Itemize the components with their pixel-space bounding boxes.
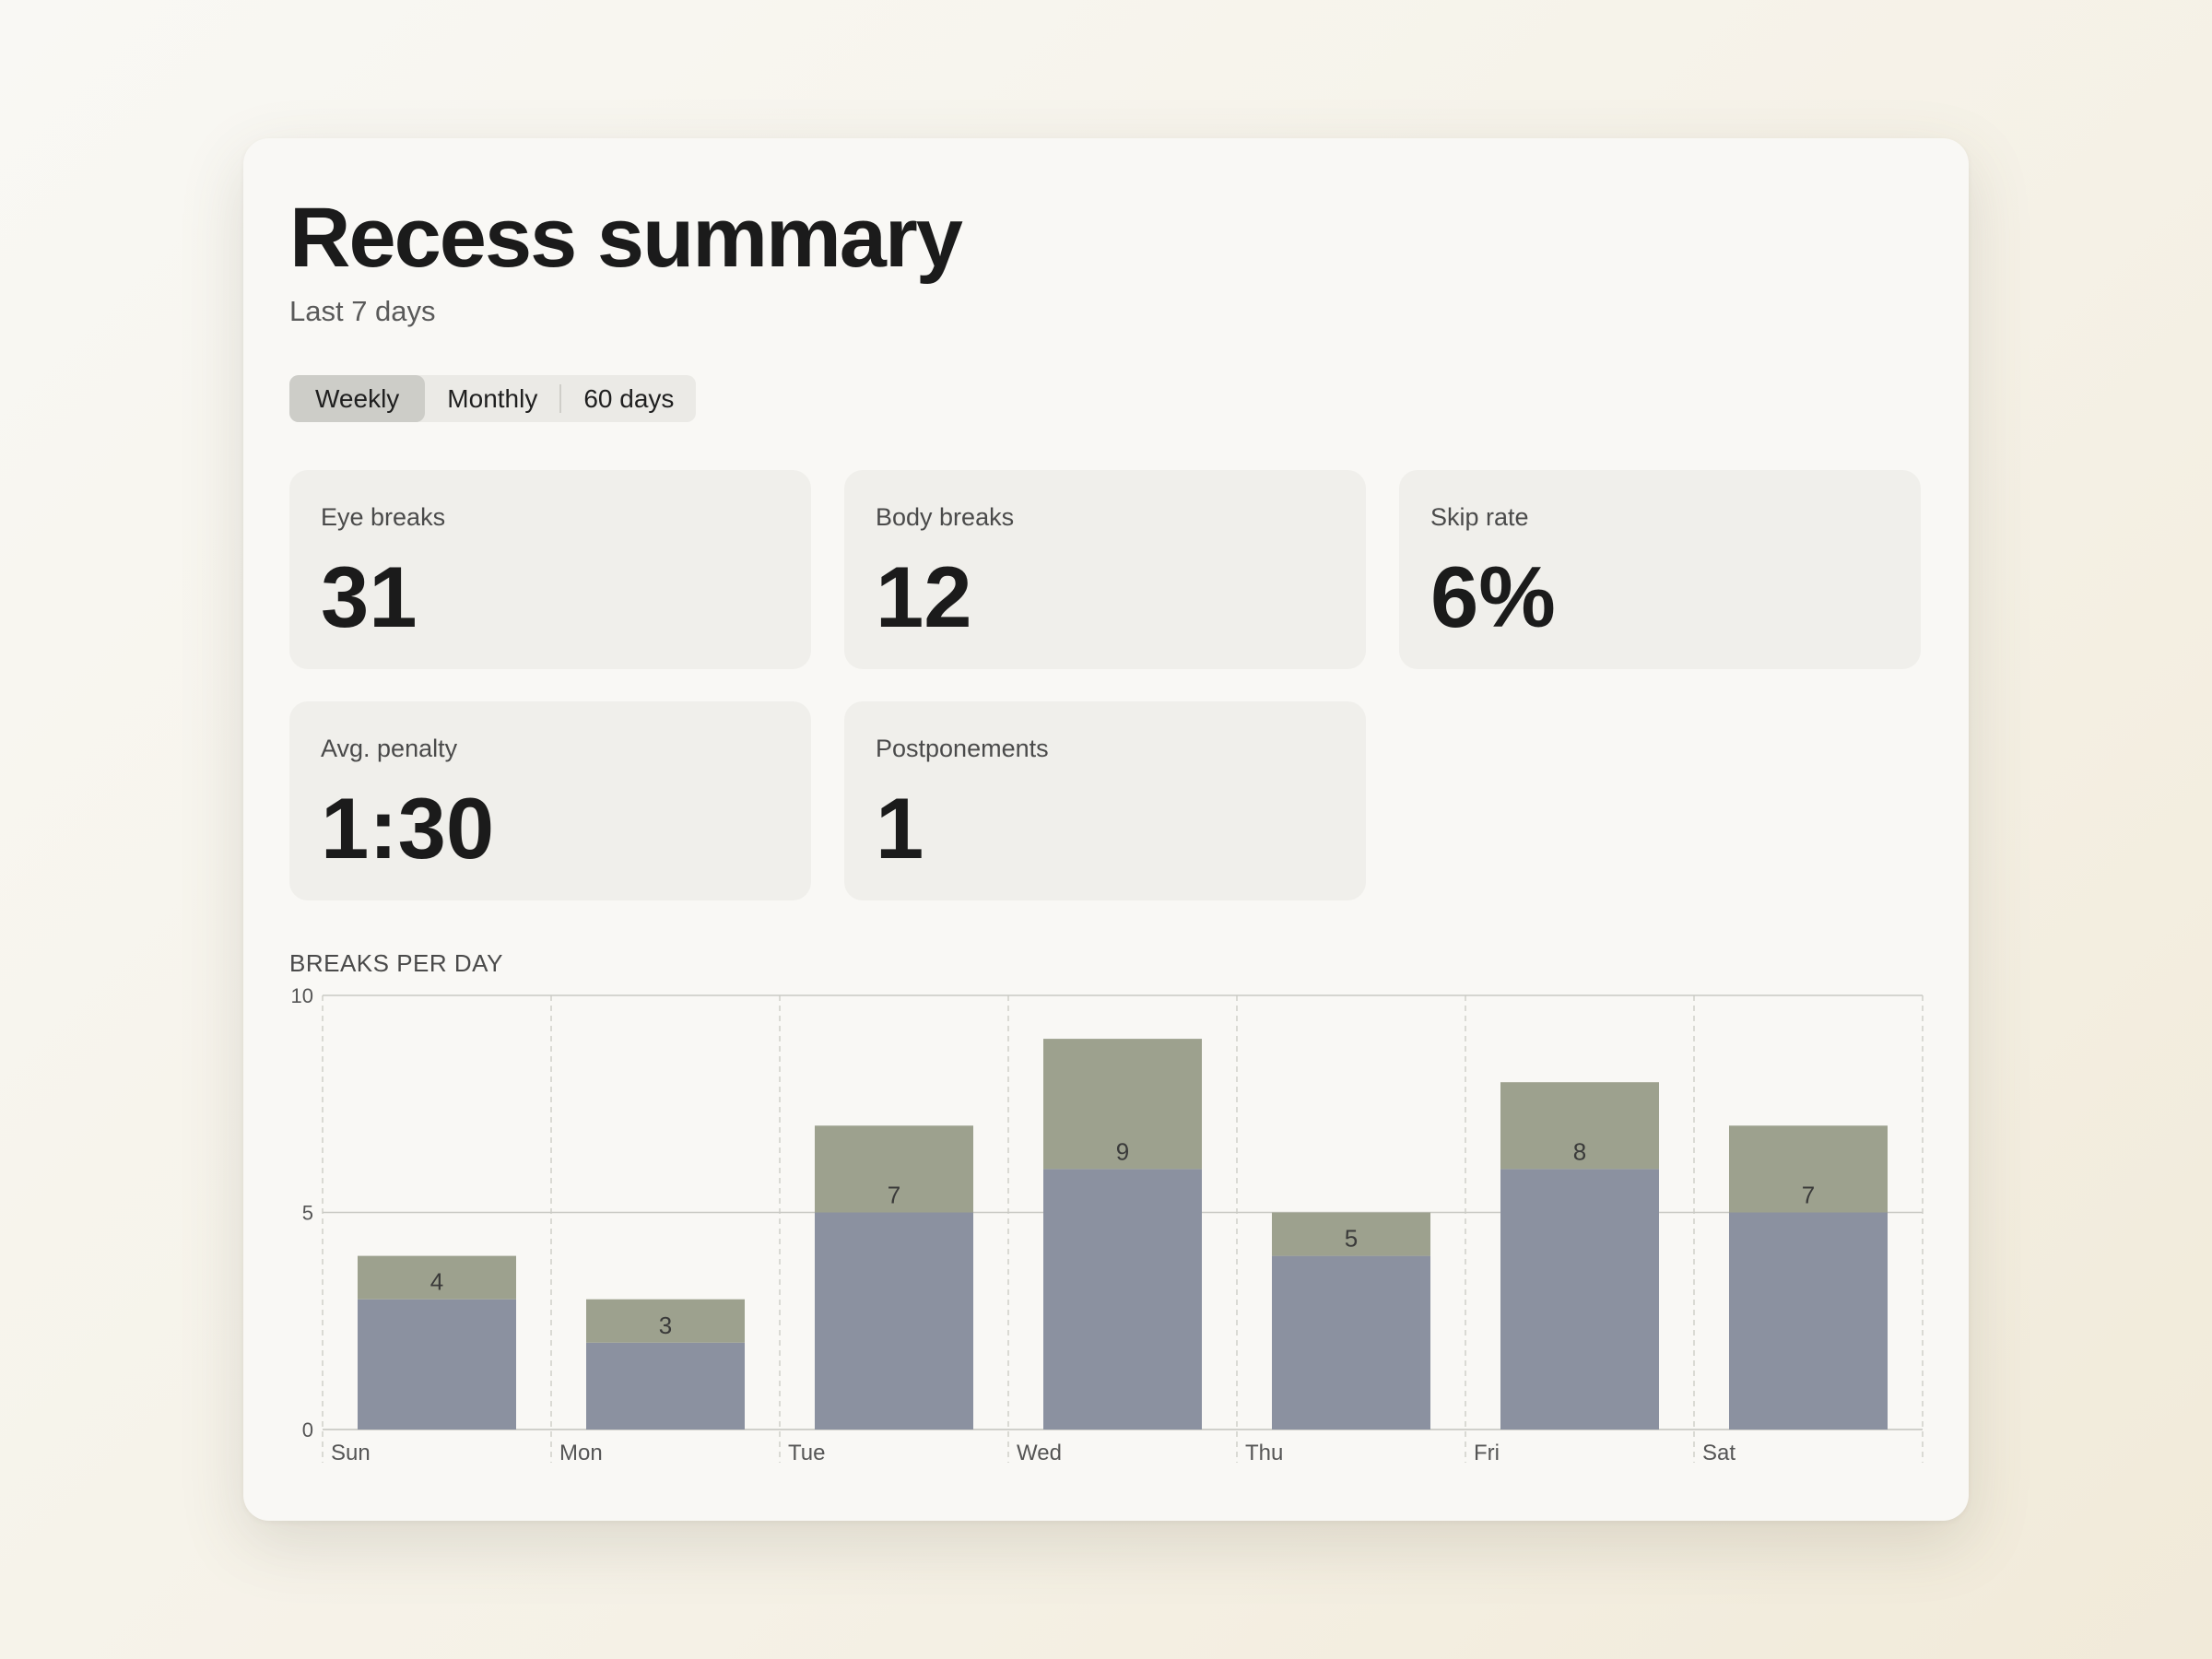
page-title: Recess summary (289, 191, 963, 285)
x-tick-label: Sat (1702, 1441, 1735, 1465)
stat-value: 1 (876, 780, 924, 877)
range-segmented-control: Weekly Monthly 60 days (289, 375, 697, 422)
x-tick-label: Wed (1017, 1441, 1062, 1465)
bar-total-label: 5 (1345, 1225, 1358, 1253)
bar-segment-top (358, 1255, 516, 1300)
stat-card-avg-penalty: Avg. penalty 1:30 (289, 701, 811, 900)
stat-label: Postponements (876, 735, 1049, 762)
bar-total-label: 4 (430, 1268, 443, 1296)
y-tick-label: 5 (302, 1202, 313, 1225)
x-tick-label: Sun (331, 1441, 371, 1465)
stat-value: 6% (1430, 548, 1556, 645)
range-tab-weekly[interactable]: Weekly (289, 375, 426, 422)
bar-total-label: 7 (888, 1182, 900, 1209)
bar-total-label: 9 (1116, 1137, 1129, 1165)
summary-card: Recess summary Last 7 days Weekly Monthl… (243, 138, 1969, 1521)
stat-label: Avg. penalty (321, 735, 458, 762)
bar-segment-bottom (1729, 1212, 1888, 1430)
x-tick-label: Thu (1245, 1441, 1283, 1465)
x-tick-label: Fri (1474, 1441, 1500, 1465)
bar-total-label: 7 (1802, 1182, 1815, 1209)
stat-value: 31 (321, 548, 418, 645)
y-tick-label: 10 (291, 984, 313, 1007)
bar-segment-bottom (1272, 1255, 1430, 1430)
stat-value: 12 (876, 548, 972, 645)
chart-title: BREAKS PER DAY (289, 949, 503, 977)
breaks-per-day-chart: 0 5 10 4 Sun 3 Mon 7 Tue 9 Wed 5 Thu 8 Fri 7 Sat (291, 984, 1924, 1465)
bar-segment-top (1729, 1125, 1888, 1213)
bar-segment-bottom (358, 1299, 516, 1430)
bar-total-label: 3 (659, 1312, 672, 1339)
bar-segment-top (1500, 1082, 1659, 1170)
stat-card-eye-breaks: Eye breaks 31 (289, 470, 811, 669)
stat-label: Body breaks (876, 503, 1015, 531)
stat-label: Skip rate (1430, 503, 1529, 531)
x-tick-label: Tue (788, 1441, 825, 1465)
stat-card-skip-rate: Skip rate 6% (1399, 470, 1921, 669)
stat-value: 1:30 (321, 780, 495, 877)
range-tab-monthly[interactable]: Monthly (447, 383, 538, 413)
bar-segment-top (1272, 1212, 1430, 1256)
bar-total-label: 8 (1573, 1137, 1586, 1165)
x-tick-label: Mon (559, 1441, 603, 1465)
bar-segment-top (1043, 1039, 1202, 1170)
stat-card-postponements: Postponements 1 (844, 701, 1366, 900)
bar-segment-bottom (1043, 1169, 1202, 1430)
bar-segment-top (586, 1299, 745, 1343)
y-tick-label: 0 (302, 1418, 313, 1441)
stat-card-body-breaks: Body breaks 12 (844, 470, 1366, 669)
bar-segment-top (815, 1125, 973, 1213)
range-tab-60-days[interactable]: 60 days (583, 383, 675, 413)
bar-segment-bottom (586, 1342, 745, 1430)
segment-divider (559, 384, 562, 413)
bar-segment-bottom (1500, 1169, 1659, 1430)
stat-label: Eye breaks (321, 503, 446, 531)
bar-segment-bottom (815, 1212, 973, 1430)
page-subtitle: Last 7 days (289, 295, 436, 327)
